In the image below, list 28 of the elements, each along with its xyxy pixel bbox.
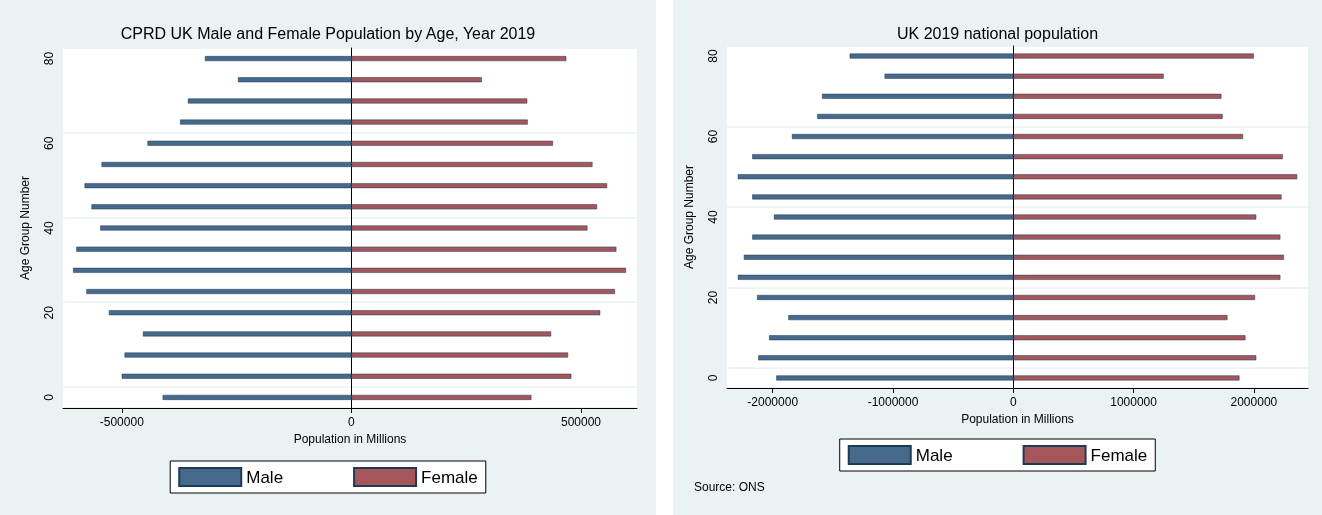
y-tick-label: 20 [42, 305, 56, 320]
y-tick-label: 80 [42, 51, 56, 66]
x-tick-label: -1000000 [867, 395, 919, 409]
x-tick-label: 1000000 [1110, 395, 1158, 409]
x-axis-title: Population in Millions [293, 431, 407, 446]
x-tick-label: 500000 [560, 415, 602, 429]
y-axis-title: Age Group Number [682, 164, 696, 270]
y-tick-label: 60 [706, 129, 720, 144]
x-tick-label: 0 [348, 415, 356, 429]
y-tick-label: 0 [706, 374, 720, 382]
x-tick-label: 2000000 [1230, 395, 1278, 409]
y-tick-label: 20 [706, 290, 720, 305]
legend-label: Female [421, 467, 478, 487]
chart-title: UK 2019 national population [896, 24, 1099, 42]
y-tick-label: 60 [42, 136, 56, 150]
x-tick-label: 0 [1009, 395, 1017, 409]
x-tick-label: -500000 [99, 415, 145, 429]
legend-label: Female [1090, 445, 1148, 465]
x-axis-title: Population in Millions [961, 411, 1074, 426]
x-tick-label: -2000000 [747, 395, 799, 409]
legend-label: Male [915, 445, 953, 465]
y-tick-label: 40 [706, 210, 720, 224]
legend-label: Male [246, 467, 284, 487]
y-tick-label: 80 [706, 49, 720, 63]
source-note: Source: ONS [694, 480, 765, 494]
y-tick-label: 40 [42, 221, 56, 235]
chart-title: CPRD UK Male and Female Population by Age, Year 2019 [120, 24, 536, 42]
y-axis-title: Age Group Number [18, 175, 32, 281]
